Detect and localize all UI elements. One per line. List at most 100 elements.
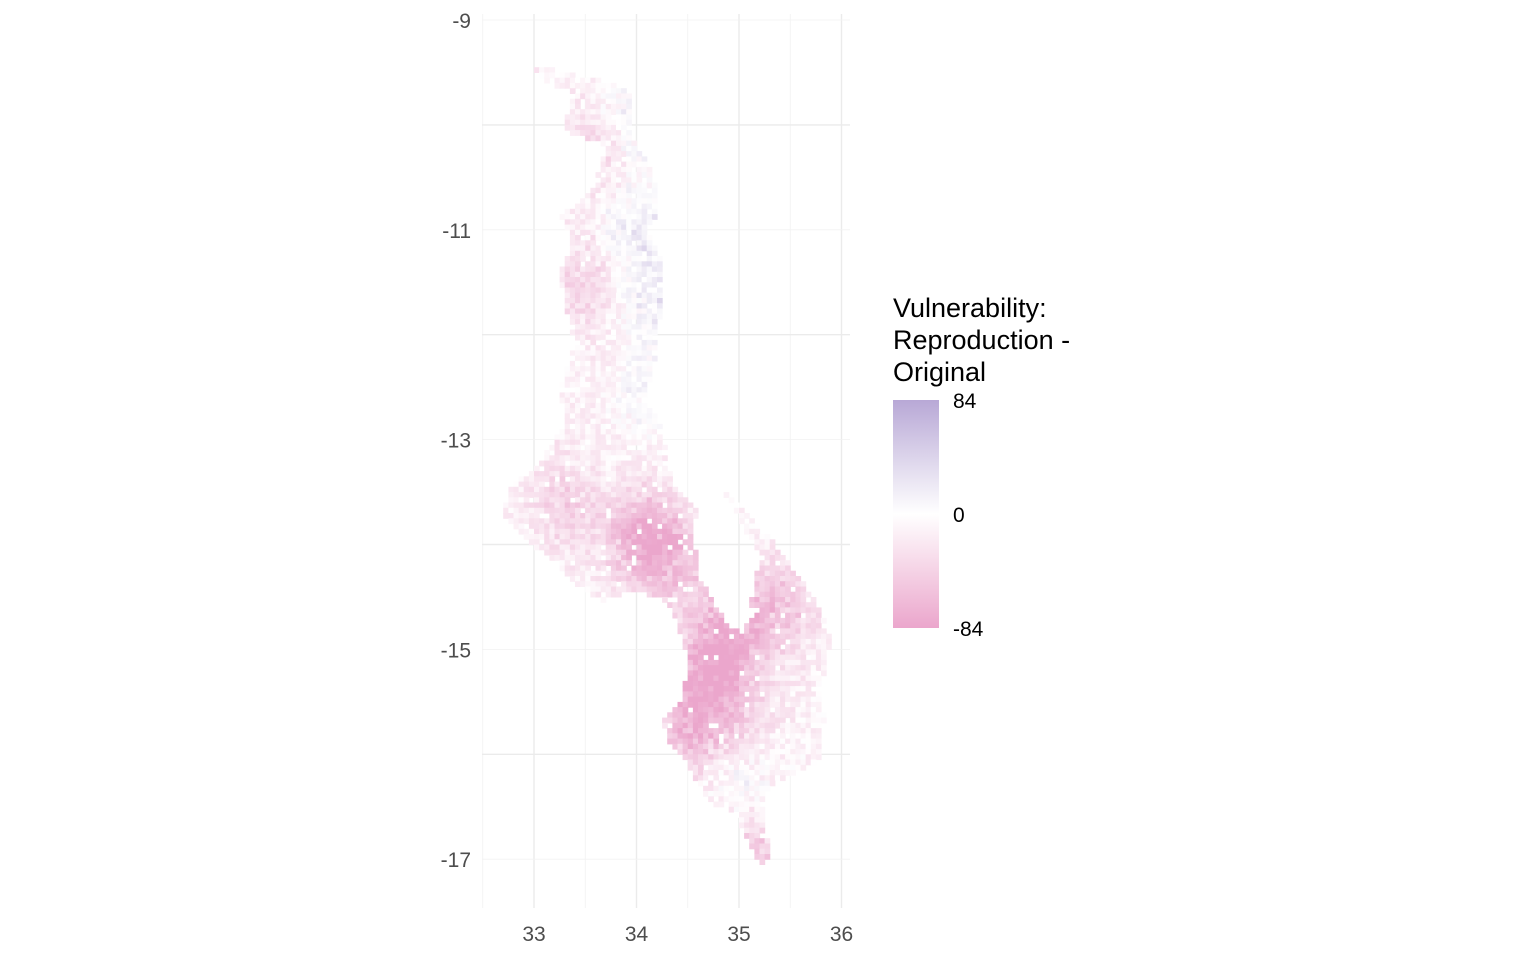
raster-cell: [621, 219, 627, 226]
raster-cell: [569, 271, 576, 278]
raster-cell: [723, 654, 730, 661]
raster-cell: [708, 644, 714, 650]
raster-cell: [677, 544, 684, 551]
raster-cell: [585, 392, 591, 399]
raster-cell: [636, 282, 643, 289]
raster-cell: [641, 413, 648, 420]
raster-cell: [616, 576, 622, 582]
raster-cell: [636, 287, 643, 294]
raster-cell: [580, 292, 586, 299]
raster-cell: [754, 712, 761, 719]
raster-cell: [585, 287, 591, 294]
raster-cell: [636, 324, 643, 330]
raster-cell: [785, 696, 791, 703]
raster-cell: [575, 292, 581, 299]
raster-cell: [616, 345, 622, 351]
raster-cell: [626, 439, 632, 446]
raster-cell: [815, 722, 822, 729]
raster-cell: [549, 507, 556, 514]
raster-cell: [800, 707, 807, 713]
raster-cell: [641, 161, 648, 168]
raster-cell: [667, 560, 673, 566]
raster-cell: [677, 717, 684, 724]
raster-cell: [575, 119, 581, 126]
raster-cell: [759, 623, 766, 629]
raster-cell: [585, 240, 591, 247]
raster-cell: [605, 219, 612, 226]
raster-cell: [646, 429, 653, 435]
raster-cell: [687, 764, 694, 771]
raster-cell: [785, 576, 791, 582]
raster-cell: [810, 612, 817, 619]
raster-cell: [682, 712, 689, 719]
raster-cell: [739, 686, 745, 692]
raster-cell: [692, 576, 699, 582]
raster-cell: [559, 497, 566, 504]
raster-cell: [605, 319, 612, 325]
raster-cell: [703, 659, 709, 666]
raster-cell: [605, 465, 612, 472]
raster-cell: [749, 843, 755, 850]
raster-cell: [636, 408, 643, 414]
raster-cell: [703, 665, 709, 671]
raster-cell: [662, 560, 668, 566]
raster-cell: [534, 544, 540, 551]
raster-cell: [534, 476, 540, 483]
raster-cell: [569, 77, 576, 84]
raster-cell: [575, 402, 581, 409]
raster-cell: [600, 235, 607, 241]
raster-cell: [513, 507, 520, 514]
raster-cell: [621, 434, 627, 441]
raster-cell: [698, 717, 704, 724]
raster-cell: [610, 324, 617, 330]
raster-cell: [769, 680, 776, 687]
raster-cell: [698, 759, 704, 766]
raster-cell: [759, 749, 766, 755]
raster-cell: [723, 707, 730, 713]
raster-cell: [682, 623, 689, 629]
raster-cell: [569, 229, 576, 236]
raster-cell: [785, 665, 791, 671]
raster-cell: [605, 156, 612, 163]
raster-cell: [774, 701, 781, 708]
raster-cell: [610, 413, 617, 420]
raster-cell: [605, 298, 612, 304]
raster-cell: [610, 282, 617, 289]
raster-cell: [590, 130, 597, 136]
raster-cell: [575, 555, 581, 561]
raster-cell: [723, 649, 730, 656]
raster-cell: [559, 560, 566, 566]
raster-cell: [754, 822, 761, 829]
raster-cell: [554, 465, 561, 472]
raster-cell: [590, 366, 597, 372]
raster-cell: [605, 193, 612, 199]
raster-cell: [523, 497, 530, 504]
raster-cell: [672, 581, 679, 587]
raster-cell: [749, 628, 755, 635]
raster-cell: [744, 649, 750, 656]
raster-cell: [672, 722, 679, 729]
raster-cell: [677, 722, 684, 729]
raster-cell: [687, 513, 694, 519]
raster-cell: [621, 308, 627, 315]
raster-cell: [790, 754, 796, 761]
raster-cell: [733, 754, 740, 761]
raster-cell: [785, 654, 791, 661]
raster-cell: [805, 749, 812, 755]
raster-cell: [672, 539, 679, 546]
raster-cell: [708, 717, 714, 724]
raster-cell: [739, 722, 745, 729]
raster-cell: [595, 387, 602, 393]
raster-cell: [744, 785, 750, 792]
raster-cell: [677, 555, 684, 561]
raster-cell: [621, 208, 627, 215]
raster-cell: [580, 245, 586, 252]
raster-cell: [780, 759, 786, 766]
raster-cell: [790, 644, 796, 650]
raster-cell: [600, 387, 607, 393]
raster-cell: [554, 444, 561, 451]
raster-cell: [595, 460, 602, 467]
raster-cell: [595, 77, 602, 84]
raster-cell: [569, 513, 576, 519]
raster-cell: [631, 298, 638, 304]
